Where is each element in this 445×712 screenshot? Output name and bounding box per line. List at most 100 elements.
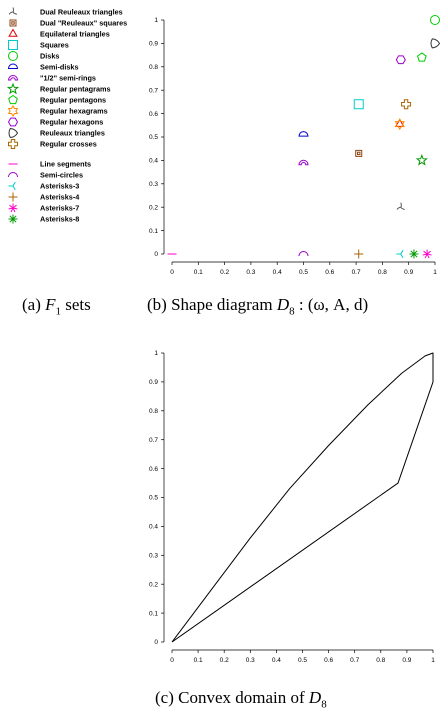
x-tick-label: 0.4 <box>273 269 282 276</box>
shape-diagram-chart: 0 0.1 0.2 0.3 0.4 0.5 0.6 0.7 0.8 0.9 1 0 0.1 0.2 0.3 0… <box>149 15 441 276</box>
y-tick-label: 0.2 <box>149 581 158 588</box>
x-tick-label: 0 <box>170 657 174 664</box>
data-point-marker <box>409 249 419 259</box>
data-point-marker <box>430 38 441 49</box>
legend-item-label: Asterisks-3 <box>40 182 79 191</box>
legend-item-label: Squares <box>40 41 69 50</box>
y-tick-label: 0.6 <box>149 111 158 118</box>
data-point-marker <box>298 131 309 137</box>
data-point-marker <box>416 52 427 62</box>
data-point-marker <box>394 118 405 127</box>
y-tick-label: 0.5 <box>149 495 158 502</box>
data-point-marker <box>401 99 412 110</box>
legend-marker-icon <box>8 203 18 213</box>
data-point-marker <box>355 149 363 157</box>
legend-item-label: Semi-disks <box>40 63 79 72</box>
legend-item-label: Regular hexagrams <box>40 107 108 116</box>
x-tick-label: 0 <box>170 269 174 276</box>
legend-item-label: Regular crosses <box>40 140 97 149</box>
legend-item-label: Asterisks-7 <box>40 204 79 213</box>
caption-b: (b) Shape diagram D8 : (ω, A, d) <box>147 295 369 318</box>
caption-a-symbol: F <box>45 295 56 314</box>
legend-marker-icon <box>8 7 18 15</box>
legend-item-label: Asterisks-8 <box>40 215 79 224</box>
legend-item-label: Dual "Reuleaux" squares <box>40 19 127 28</box>
legend-marker-icon <box>6 82 20 95</box>
x-tick-label: 0.7 <box>352 269 361 276</box>
legend-item-label: Regular hexagons <box>40 118 103 127</box>
legend-marker-icon <box>8 40 18 50</box>
x-tick-label: 0.8 <box>376 657 385 664</box>
x-tick-label: 0.9 <box>402 657 411 664</box>
legend-item-label: Line segments <box>40 160 91 169</box>
x-tick-label: 0.1 <box>194 269 203 276</box>
x-tick-label: 1 <box>431 657 435 664</box>
x-tick-label: 1 <box>433 269 437 276</box>
legend-panel: Dual Reuleaux triangles Dual "Reuleaux" s… <box>6 7 127 224</box>
y-tick-label: 0.1 <box>149 610 158 617</box>
y-tick-label: 0.6 <box>149 466 158 473</box>
x-tick-label: 0.6 <box>324 657 333 664</box>
data-point-marker <box>394 118 405 131</box>
x-tick-label: 0.4 <box>272 657 281 664</box>
data-point-marker <box>396 249 404 259</box>
legend-item-label: Regular pentagrams <box>40 85 111 94</box>
y-tick-label: 0.8 <box>149 408 158 415</box>
data-point-marker <box>396 202 405 210</box>
legend-marker-icon <box>7 105 19 117</box>
legend-item-label: "1/2" semi-rings <box>40 74 96 83</box>
data-point-marker <box>395 55 406 65</box>
y-tick-label: 0.7 <box>149 87 158 94</box>
y-tick-label: 0.3 <box>149 181 158 188</box>
x-tick-label: 0.2 <box>220 269 229 276</box>
legend-item-label: Reuleaux triangles <box>40 129 105 138</box>
y-tick-label: 1 <box>154 17 158 24</box>
y-tick-label: 0.3 <box>149 553 158 560</box>
legend-marker-icon <box>8 192 18 202</box>
caption-a: (a) F1 sets <box>22 295 91 318</box>
legend-item-label: Regular pentagons <box>40 96 106 105</box>
y-tick-label: 0.4 <box>149 158 158 165</box>
legend-item-label: Asterisks-4 <box>40 193 80 202</box>
data-point-marker <box>298 251 309 257</box>
legend-item-label: Dual Reuleaux triangles <box>40 8 123 17</box>
legend-marker-icon <box>8 94 18 105</box>
y-tick-label: 0.8 <box>149 64 158 71</box>
y-tick-label: 0.9 <box>149 379 158 386</box>
y-tick-label: 0 <box>154 639 158 646</box>
x-tick-label: 0.3 <box>246 657 255 664</box>
x-tick-label: 0.7 <box>350 657 359 664</box>
x-tick-label: 0.8 <box>378 269 387 276</box>
legend-marker-icon <box>8 214 18 224</box>
y-tick-label: 0.7 <box>149 437 158 444</box>
y-tick-label: 0.4 <box>149 524 158 531</box>
data-point-marker <box>422 249 432 259</box>
legend-marker-icon <box>7 75 19 81</box>
y-tick-label: 1 <box>154 350 158 357</box>
data-point-marker <box>354 249 364 259</box>
x-tick-label: 0.1 <box>194 657 203 664</box>
data-point-marker <box>353 99 364 110</box>
legend-item-label: Semi-circles <box>40 171 83 180</box>
convex-domain-boundary <box>171 352 434 643</box>
x-tick-label: 0.6 <box>325 269 334 276</box>
legend-marker-icon <box>8 28 18 37</box>
x-tick-label: 0.5 <box>298 657 307 664</box>
x-tick-label: 0.2 <box>220 657 229 664</box>
data-point-marker <box>415 153 428 166</box>
legend-marker-icon <box>8 51 18 61</box>
legend-marker-icon <box>9 19 17 27</box>
y-tick-label: 0 <box>154 251 158 258</box>
data-point-marker <box>298 159 309 166</box>
legend-marker-icon <box>8 139 18 149</box>
data-point-marker <box>430 15 440 25</box>
caption-c: (c) Convex domain of D8 <box>155 688 327 711</box>
legend-marker-icon <box>7 117 19 127</box>
convex-domain-chart: 0 0.1 0.2 0.3 0.4 0.5 0.6 0.7 0.8 0.9 1 0 0.1 0.2 0.3 0… <box>149 350 435 664</box>
y-tick-label: 0.1 <box>149 228 158 235</box>
y-tick-label: 0.2 <box>149 204 158 211</box>
legend-marker-icon <box>7 63 19 69</box>
legend-marker-icon <box>8 127 19 139</box>
x-tick-label: 0.9 <box>404 269 413 276</box>
legend-marker-icon <box>8 181 16 191</box>
